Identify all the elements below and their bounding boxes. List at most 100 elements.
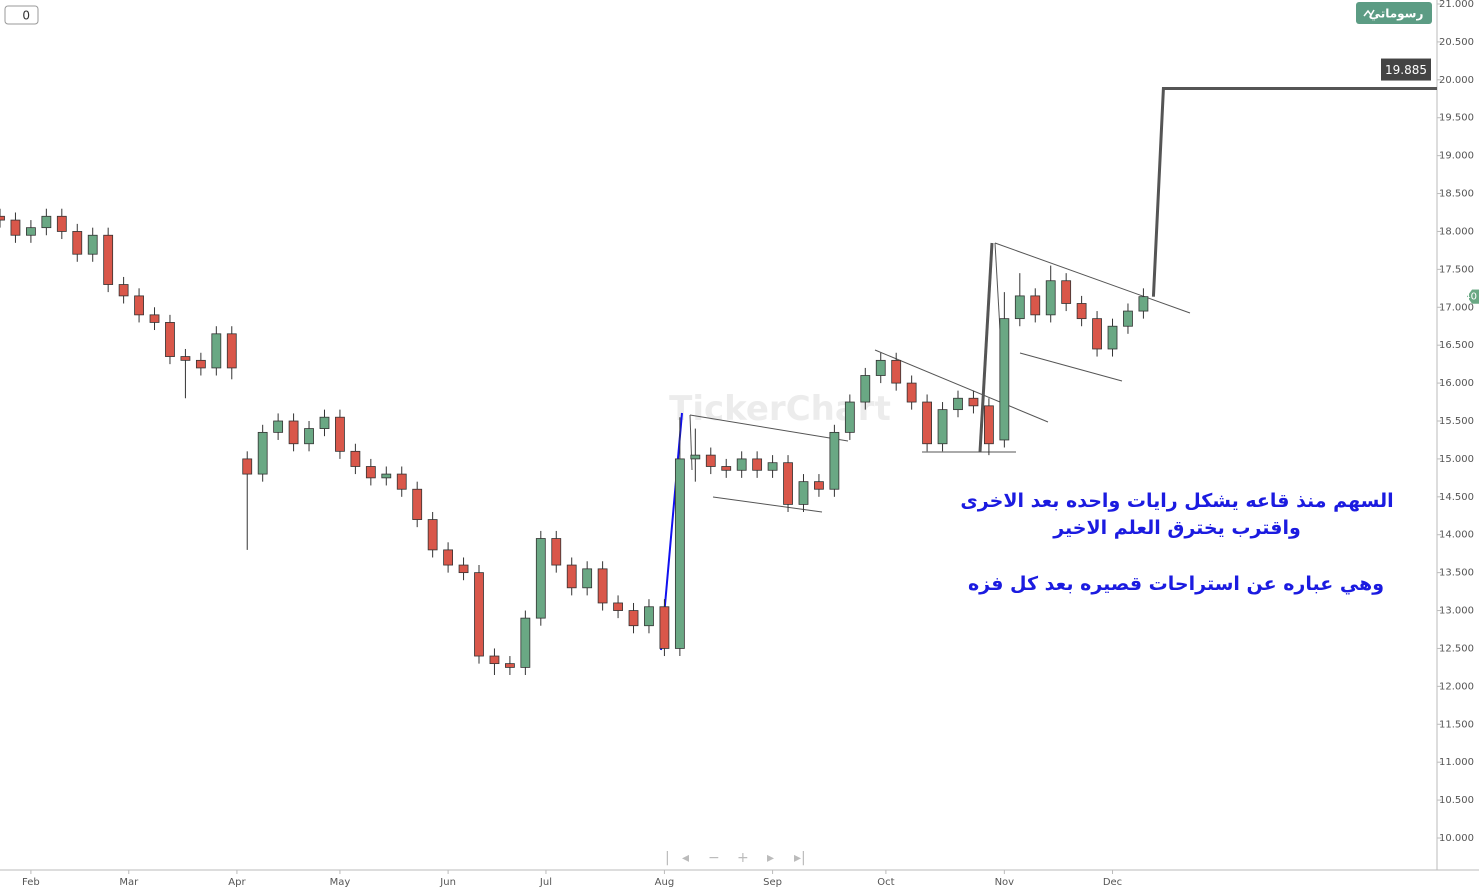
y-tick-label: 11.000 — [1439, 757, 1474, 768]
y-tick-label: 19.500 — [1439, 113, 1474, 124]
candle-body — [149, 314, 160, 323]
candle-body — [1014, 295, 1025, 320]
drawings-button-label: رسوماتي — [1369, 7, 1424, 22]
candle-body — [674, 458, 685, 649]
candle-body — [195, 359, 206, 369]
candle-body — [72, 231, 83, 255]
x-tick-label: Aug — [655, 877, 675, 888]
candle-body — [319, 416, 330, 429]
candle-body — [226, 333, 237, 369]
candle-body — [721, 466, 732, 471]
candle-body — [335, 416, 345, 452]
candle-body — [860, 375, 871, 403]
candle-body — [906, 382, 917, 403]
candle-body — [103, 234, 114, 285]
candle-body — [304, 428, 314, 445]
candle-body — [597, 568, 608, 604]
candle-body — [211, 333, 222, 369]
candle-body — [953, 397, 963, 411]
candle-body — [489, 655, 500, 665]
candle-body — [582, 568, 593, 589]
annotation-group: السهم منذ قاعه يشكل رايات واحده بعد الاخ… — [960, 490, 1393, 595]
candle-body — [829, 431, 840, 490]
x-tick-label: Nov — [995, 877, 1015, 888]
x-tick-label: Apr — [228, 877, 246, 888]
y-tick-label: 17.000 — [1439, 302, 1474, 313]
nav-icon[interactable]: ▸| — [794, 850, 806, 866]
candle-body — [535, 538, 546, 619]
candle-body — [1138, 296, 1149, 312]
y-tick-label: 13.000 — [1439, 606, 1474, 617]
nav-controls: | ◂ − + ▸ ▸| — [665, 850, 806, 866]
candle-body — [365, 466, 376, 479]
y-tick-label: 19.000 — [1439, 151, 1474, 162]
candle-body — [736, 458, 747, 471]
flag-line — [994, 242, 1191, 314]
counter-box[interactable] — [4, 5, 39, 25]
y-tick-label: 21.000 — [1439, 0, 1474, 10]
candle-body — [644, 606, 654, 627]
y-tick-label: 14.500 — [1439, 492, 1474, 503]
candle-body — [134, 295, 144, 316]
x-tick-label: Jun — [439, 877, 456, 888]
y-tick-label: 16.000 — [1439, 378, 1474, 389]
candle-body — [288, 420, 299, 445]
candle-body — [999, 318, 1010, 441]
candle-body — [10, 219, 21, 236]
x-tick-label: Mar — [119, 877, 139, 888]
candle-body — [690, 454, 701, 460]
flag-line — [689, 414, 849, 442]
candle-body — [412, 488, 423, 520]
flag-line — [1019, 352, 1123, 382]
candle-body — [443, 549, 453, 566]
candle-body — [257, 431, 268, 475]
candle-body — [56, 215, 67, 232]
candle-body — [87, 234, 98, 255]
candle-body — [798, 481, 809, 505]
y-tick-label: 20.500 — [1439, 37, 1474, 48]
y-tick-label: 14.000 — [1439, 530, 1474, 541]
y-tick-label: 15.500 — [1439, 416, 1474, 427]
x-tick-label: Oct — [877, 877, 894, 888]
y-tick-label: 16.500 — [1439, 340, 1474, 351]
watermark: TickerChart — [669, 389, 891, 429]
y-tick-label: 17.500 — [1439, 264, 1474, 275]
candle-body — [891, 359, 902, 384]
annotation: السهم منذ قاعه يشكل رايات واحده بعد الاخ… — [960, 490, 1393, 512]
candle-body — [613, 602, 623, 611]
candle-body — [242, 458, 253, 475]
drawings-button[interactable] — [1356, 2, 1432, 24]
y-tick-label: 11.500 — [1439, 719, 1474, 730]
candle-body — [505, 663, 515, 668]
nav-icon[interactable]: + — [737, 850, 749, 866]
candle-body — [0, 215, 5, 221]
candle-body — [1107, 325, 1118, 350]
candle-body — [767, 462, 778, 471]
y-tick-label: 18.500 — [1439, 189, 1474, 200]
candle-body — [1092, 318, 1102, 350]
last-price-box — [1472, 289, 1479, 304]
annotation: وهي عباره عن استراحات قصيره بعد كل فزه — [968, 573, 1384, 595]
nav-icon[interactable]: ◂ — [682, 850, 689, 866]
drawings-icon — [1363, 9, 1375, 17]
candle-body — [1045, 280, 1056, 316]
projection-line — [1151, 87, 1437, 297]
candle-body — [752, 458, 763, 471]
nav-icon[interactable]: | — [665, 850, 670, 866]
flag-line — [689, 414, 693, 471]
candle-body — [968, 397, 979, 407]
candle-body — [381, 473, 392, 479]
candle-body — [814, 481, 824, 490]
last-price-label: 17.140 — [1442, 292, 1477, 303]
candle-body — [273, 420, 284, 433]
trend-line — [978, 242, 994, 453]
candle-body — [566, 564, 577, 589]
target-label: 19.885 — [1385, 63, 1427, 77]
nav-icon[interactable]: ▸ — [767, 850, 774, 866]
candle-body — [875, 359, 886, 376]
flag-line — [874, 349, 1049, 423]
candle-body — [628, 610, 639, 627]
nav-icon[interactable]: − — [708, 850, 720, 866]
annotation: واقترب يخترق العلم الاخير — [1052, 517, 1301, 539]
